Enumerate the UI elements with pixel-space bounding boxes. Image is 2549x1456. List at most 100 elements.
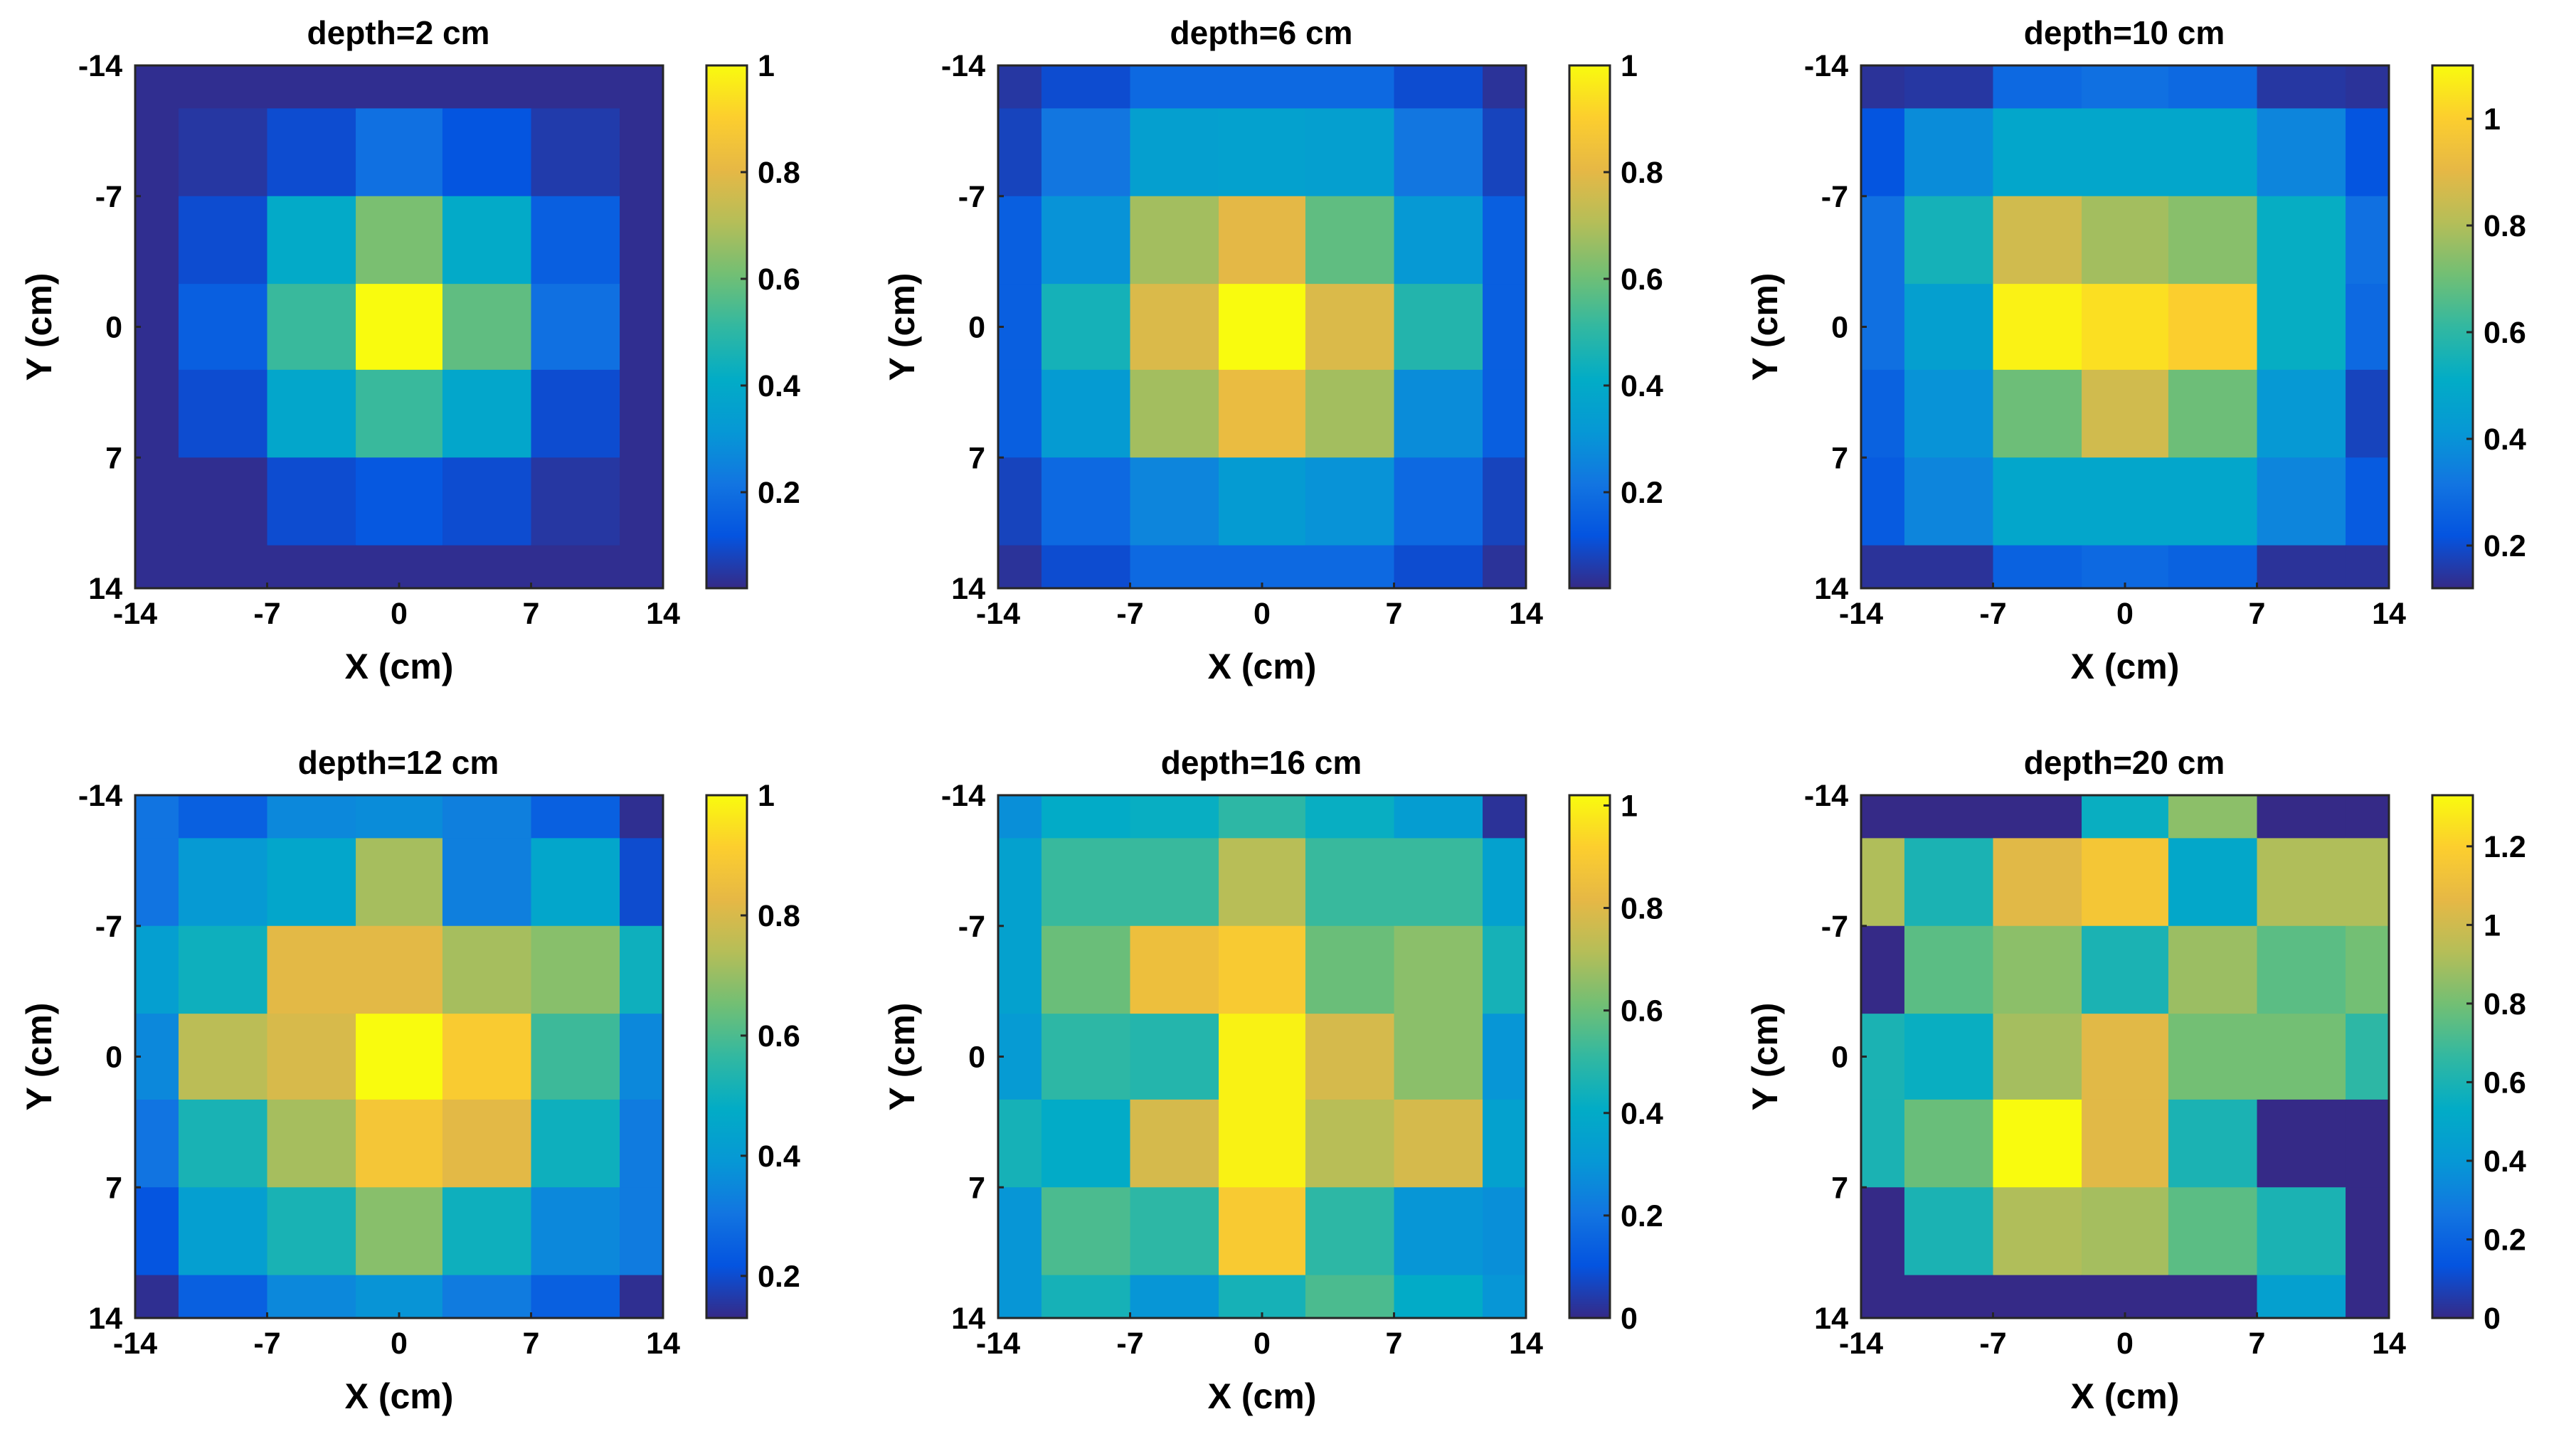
heatmap-cell xyxy=(1130,1187,1219,1276)
x-axis: -14 -7 0 7 14 xyxy=(976,1312,1543,1361)
colorbar-tick-label: 0.2 xyxy=(758,476,800,510)
heatmap-cell xyxy=(1861,457,1905,546)
x-tick-label: -7 xyxy=(253,597,280,631)
heatmap-cell xyxy=(998,838,1042,927)
heatmap-cell xyxy=(1219,196,1306,285)
heatmap-cell xyxy=(178,925,268,1014)
heatmap-cell xyxy=(135,369,179,458)
heatmap-cell xyxy=(1904,196,1994,285)
panel-depth-6: depth=6 cm -14 -7 0 7 14 -14 -7 0 7 14 X (cm) Y … xyxy=(882,14,1663,686)
y-tick-label: 7 xyxy=(105,441,122,475)
colorbar-tick-label: 1 xyxy=(2484,102,2501,137)
colorbar-gradient xyxy=(705,64,748,590)
heatmap-cell xyxy=(178,284,268,371)
heatmap-cell xyxy=(1130,1275,1219,1319)
colorbar-tick-label: 0.6 xyxy=(1621,994,1663,1029)
heatmap-cell xyxy=(998,925,1042,1014)
heatmap-cell xyxy=(442,1099,532,1188)
heatmap-cell xyxy=(2168,65,2258,109)
heatmap-cell xyxy=(1041,65,1131,109)
x-tick-label: 14 xyxy=(1509,1327,1543,1361)
heatmap-cell xyxy=(1305,108,1395,197)
heatmap-cell xyxy=(356,369,443,458)
heatmap-cell xyxy=(620,369,664,458)
heatmap-cell xyxy=(1861,369,1905,458)
heatmap-cell xyxy=(998,1014,1042,1100)
heatmap-cell xyxy=(1305,838,1395,927)
heatmap-cell xyxy=(2082,457,2169,546)
heatmap-cell xyxy=(998,457,1042,546)
heatmap-cell xyxy=(620,795,664,839)
heatmap-cell xyxy=(620,1275,664,1319)
heatmap-cell xyxy=(1483,108,1527,197)
heatmap-cell xyxy=(178,545,268,589)
x-tick-label: 7 xyxy=(1386,597,1403,631)
heatmap-cell xyxy=(135,196,179,285)
heatmap-cell xyxy=(1861,1014,1905,1100)
heatmap-cell xyxy=(1993,108,2082,197)
x-tick-label: -7 xyxy=(1116,597,1143,631)
heatmap-cell xyxy=(531,1275,620,1319)
heatmap-cell xyxy=(1305,1014,1395,1100)
x-tick-label: -7 xyxy=(1979,1327,2006,1361)
heatmap-cell xyxy=(620,196,664,285)
heatmap-cell xyxy=(2082,1014,2169,1100)
heatmap-cell xyxy=(442,284,532,371)
heatmap-cell xyxy=(267,457,356,546)
heatmap-cell xyxy=(1861,65,1905,109)
heatmap-cell xyxy=(2168,1275,2258,1319)
heatmap-cell xyxy=(356,1014,443,1100)
x-axis-label: X (cm) xyxy=(2071,1376,2180,1416)
y-tick-label: 14 xyxy=(951,1302,985,1336)
heatmap-cell xyxy=(135,1014,179,1100)
heatmap-grid xyxy=(135,65,664,589)
heatmap-cell xyxy=(135,795,179,839)
heatmap-cell xyxy=(442,925,532,1014)
x-tick-label: -14 xyxy=(1839,1327,1883,1361)
colorbar-tick-label: 0.2 xyxy=(2484,529,2526,563)
heatmap-cell xyxy=(620,284,664,371)
heatmap-cell xyxy=(356,65,443,109)
panel-title: depth=6 cm xyxy=(1170,14,1353,51)
y-axis: -14 -7 0 7 14 xyxy=(78,49,141,606)
y-axis-label: Y (cm) xyxy=(19,1003,59,1111)
x-axis-label: X (cm) xyxy=(2071,647,2180,686)
colorbar-gradient xyxy=(2431,794,2474,1319)
heatmap-cell xyxy=(2168,196,2258,285)
heatmap-cell xyxy=(1394,108,1483,197)
heatmap-cell xyxy=(2346,108,2390,197)
heatmap-cell xyxy=(1861,284,1905,371)
heatmap-cell xyxy=(135,1187,179,1276)
heatmap-cell xyxy=(178,108,268,197)
heatmap-cell xyxy=(2346,1275,2390,1319)
y-axis-label: Y (cm) xyxy=(1745,273,1785,381)
x-axis: -14 -7 0 7 14 xyxy=(113,1312,680,1361)
y-tick-label: 0 xyxy=(1831,311,1848,345)
heatmap-cell xyxy=(1904,1014,1994,1100)
heatmap-cell xyxy=(2082,1275,2169,1319)
heatmap-cell xyxy=(1305,925,1395,1014)
heatmap-cell xyxy=(998,1275,1042,1319)
heatmap-cell xyxy=(2257,65,2346,109)
heatmap-cell xyxy=(2082,1099,2169,1188)
heatmap-cell xyxy=(2257,1099,2346,1188)
heatmap-cell xyxy=(2346,284,2390,371)
heatmap-cell xyxy=(531,838,620,927)
colorbar-tick-label: 0 xyxy=(2484,1302,2501,1336)
heatmap-cell xyxy=(620,545,664,589)
heatmap-cell xyxy=(356,1275,443,1319)
y-tick-label: 0 xyxy=(105,311,122,345)
heatmap-cell xyxy=(1483,369,1527,458)
heatmap-cell xyxy=(1993,545,2082,589)
y-tick-label: -14 xyxy=(941,779,985,813)
heatmap-cell xyxy=(135,457,179,546)
colorbar-tick-label: 0.4 xyxy=(758,1139,800,1174)
x-tick-label: 0 xyxy=(1254,1327,1271,1361)
heatmap-cell xyxy=(1305,1187,1395,1276)
colorbar-tick-label: 0.6 xyxy=(2484,316,2526,350)
y-tick-label: 0 xyxy=(1831,1041,1848,1075)
x-tick-label: 14 xyxy=(2372,597,2406,631)
heatmap-cell xyxy=(1861,1099,1905,1188)
y-tick-label: -7 xyxy=(95,180,122,214)
heatmap-cell xyxy=(1861,108,1905,197)
